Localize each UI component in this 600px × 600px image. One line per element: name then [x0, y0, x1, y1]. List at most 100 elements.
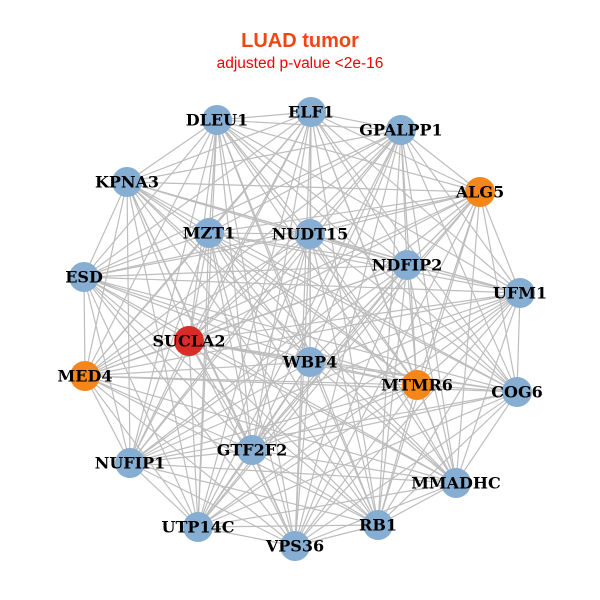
network-edge: [455, 191, 481, 484]
network-edge: [197, 292, 521, 528]
network-edge: [251, 191, 481, 451]
network-edge: [126, 181, 199, 528]
network-edge: [309, 264, 408, 363]
network-edge: [188, 191, 481, 342]
network-edge: [129, 340, 190, 464]
network-edge: [83, 232, 210, 278]
node-alg5: [465, 177, 495, 207]
node-elf1: [296, 97, 326, 127]
network-edge: [416, 292, 521, 386]
node-utp14c: [183, 512, 213, 542]
node-nufip1: [115, 448, 145, 478]
network-edge: [216, 119, 457, 484]
network-edge: [188, 232, 210, 342]
network-edge: [83, 111, 312, 278]
network-edge: [126, 181, 408, 266]
network-edge: [188, 292, 521, 342]
network-edge: [84, 119, 218, 377]
network-edge: [84, 361, 311, 377]
network-edge: [126, 181, 481, 193]
network-edge: [416, 191, 481, 386]
network-edge: [377, 292, 521, 526]
network-edge: [406, 264, 418, 386]
network-edge: [197, 264, 408, 528]
network-edge: [294, 264, 408, 547]
network-edge: [83, 276, 253, 451]
node-gtf2f2: [237, 435, 267, 465]
network-edge: [83, 276, 190, 342]
network-edge: [197, 482, 457, 528]
network-edge: [309, 233, 408, 266]
network-edge: [251, 111, 312, 451]
network-edge: [188, 233, 311, 342]
network-edge: [129, 462, 379, 526]
network-edge: [377, 391, 518, 526]
network-edge: [406, 264, 521, 294]
node-sucla2: [174, 326, 204, 356]
network-edge: [309, 361, 418, 386]
node-mzt1: [194, 218, 224, 248]
network-edge: [309, 191, 481, 235]
node-nudt15: [295, 219, 325, 249]
network-edge: [83, 276, 379, 526]
edges-layer: [83, 111, 521, 547]
network-edge: [129, 292, 521, 464]
network-edge: [84, 375, 199, 528]
network-edge: [251, 233, 311, 451]
node-esd: [69, 262, 99, 292]
network-edge: [294, 384, 418, 547]
chart-subtitle: adjusted p-value <2e-16: [217, 55, 384, 72]
network-edge: [83, 276, 457, 484]
network-edge: [83, 264, 408, 278]
network-edge: [406, 264, 457, 484]
network-edge: [455, 391, 518, 484]
network-edge: [83, 129, 402, 278]
network-edge: [310, 111, 521, 294]
network-edge: [188, 340, 457, 484]
network-edge: [83, 276, 418, 386]
node-mmadhc: [441, 468, 471, 498]
network-edge: [129, 391, 518, 464]
network-edge: [208, 232, 311, 235]
node-vps36: [280, 531, 310, 561]
network-edge: [251, 384, 418, 451]
network-edge: [126, 111, 312, 183]
network-edge: [84, 181, 128, 377]
node-ndfip2: [392, 250, 422, 280]
network-edge: [126, 181, 296, 547]
network-edge: [208, 232, 521, 294]
network-edge: [84, 233, 311, 377]
network-edge: [83, 276, 131, 464]
network-edge: [309, 233, 457, 484]
network-edge: [216, 119, 311, 235]
node-wbp4: [295, 347, 325, 377]
network-edge: [251, 449, 457, 484]
network-edge: [216, 119, 481, 193]
network-edge: [208, 232, 296, 547]
network-edge: [188, 340, 253, 451]
network-edge: [129, 233, 311, 464]
network-edge: [406, 264, 518, 393]
network-edge: [84, 375, 131, 464]
network-edge: [251, 449, 296, 547]
network-edge: [377, 384, 418, 526]
node-mtmr6: [402, 370, 432, 400]
network-edge: [216, 119, 253, 451]
network-edge: [129, 111, 312, 464]
node-med4: [70, 361, 100, 391]
network-edge: [309, 233, 418, 386]
network-edge: [208, 232, 253, 451]
network-edge: [126, 129, 402, 183]
network-edge: [129, 462, 457, 484]
network-edge: [83, 233, 311, 278]
network-edge: [129, 449, 253, 464]
network-edge: [84, 375, 518, 393]
network-edge: [216, 119, 418, 386]
network-edge: [251, 449, 379, 526]
network-edge: [294, 361, 311, 547]
network-edge: [251, 391, 518, 451]
network-edge: [208, 232, 518, 393]
network-edge: [208, 232, 408, 266]
network-edge: [84, 129, 402, 377]
network-edge: [129, 361, 311, 464]
